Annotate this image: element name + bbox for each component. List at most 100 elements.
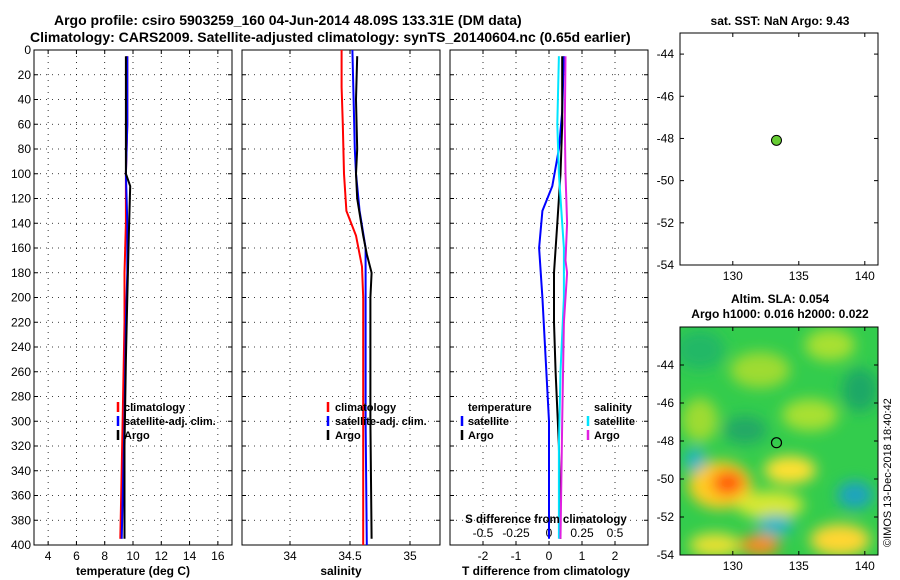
sst-map-frame: [679, 32, 879, 266]
y-tick-label: 160: [11, 241, 31, 255]
x-tick-label: 130: [723, 559, 743, 573]
y-tick-label: -50: [657, 472, 675, 486]
legend-s-argo-label: Argo: [594, 430, 620, 442]
legend-salinity-title: salinity: [594, 402, 633, 414]
argo-position-marker: [770, 134, 782, 146]
legend-argo-label: Argo: [124, 430, 150, 442]
series-line-satellite-adj-clim-: [351, 49, 368, 546]
x-tick-label: 140: [855, 559, 875, 573]
imos-watermark: ©IMOS 13-Dec-2018 18:40:42: [882, 398, 894, 547]
y-tick-label: 0: [24, 43, 31, 57]
x-tick-label: 10: [126, 549, 140, 563]
x-tick-label: 12: [155, 549, 169, 563]
salinity-chart: 34 34.5 35: [242, 49, 440, 563]
sst-map-title: sat. SST: NaN Argo: 9.43: [711, 14, 850, 28]
x-tick-label: 35: [403, 549, 417, 563]
y-tick-label: 140: [11, 216, 31, 230]
y-tick-label: -46: [657, 396, 675, 410]
sla-patch: [682, 398, 718, 442]
y-tick-label: 260: [11, 365, 31, 379]
y-tick-label: 200: [11, 291, 31, 305]
y-tick-label: 380: [11, 513, 31, 527]
series-line-climatology: [340, 50, 365, 545]
x-tick-label: 135: [789, 269, 809, 283]
sla-patch: [757, 515, 793, 535]
y-tick-label: -52: [657, 216, 675, 230]
y-tick-label: 100: [11, 167, 31, 181]
y-tick-label: -48: [657, 434, 675, 448]
y-tick-label: 40: [18, 93, 32, 107]
x-tick-label: 34: [283, 549, 297, 563]
temperature-xlabel: temperature (deg C): [76, 564, 190, 578]
y-tick-label: 60: [18, 117, 32, 131]
x-tick-label: 16: [211, 549, 225, 563]
x-tick-label: 2: [612, 549, 619, 563]
y-tick-label: -44: [657, 358, 675, 372]
y-tick-label: 240: [11, 340, 31, 354]
y-tick-label: 320: [11, 439, 31, 453]
temperature-chart: 4 6 8 10 12 14 1602040608010012014016018020022…: [11, 43, 232, 563]
difference-xlabel: T difference from climatology: [462, 564, 630, 578]
y-tick-label: -44: [657, 47, 675, 61]
sla-map-title-line1: Altim. SLA: 0.054: [731, 292, 829, 306]
series-line-s-satellite: [556, 56, 565, 539]
sla-patch: [730, 352, 790, 388]
y-tick-label: 280: [11, 390, 31, 404]
y-tick-label: 120: [11, 192, 31, 206]
sla-map-title-line2: Argo h1000: 0.016 h2000: 0.022: [691, 307, 869, 321]
sla-patch: [736, 491, 804, 519]
y-tick-label: 220: [11, 315, 31, 329]
series-line-s-argo: [559, 56, 569, 539]
x-tick-label: 1: [579, 549, 586, 563]
legend-t-satellite-label: satellite: [468, 416, 509, 428]
difference-chart: -2 -1 0 1 2-0.5 -0.25 0 0.25 0.5: [450, 49, 648, 563]
temperature-legend: climatology satellite-adj. clim. Argo: [116, 402, 216, 442]
difference-xlabel-salinity: S difference from climatology: [465, 514, 627, 526]
y-tick-label: 400: [11, 538, 31, 552]
sla-patch: [723, 416, 767, 444]
sla-patch: [680, 330, 725, 370]
sst-map: 130 135 140 -44 -46 -48 -50 -52 -54: [657, 33, 878, 283]
x-tick-label-salinity: 0.5: [607, 526, 624, 540]
series-line-argo: [123, 56, 132, 539]
x-tick-label-salinity: 0.25: [570, 526, 594, 540]
x-tick-label: 130: [723, 269, 743, 283]
x-tick-label: -1: [511, 549, 522, 563]
x-tick-label-salinity: -0.5: [473, 526, 494, 540]
sla-patch: [837, 481, 873, 509]
y-tick-label: -48: [657, 131, 675, 145]
y-tick-label: 180: [11, 266, 31, 280]
x-tick-label: 140: [855, 269, 875, 283]
x-tick-label: 0: [546, 549, 553, 563]
y-tick-label: -52: [657, 510, 675, 524]
legend-temperature-title: temperature: [468, 402, 532, 414]
y-tick-label: 20: [18, 68, 32, 82]
y-tick-label: 300: [11, 414, 31, 428]
legend-climatology-label: climatology: [335, 402, 397, 414]
y-tick-label: -54: [657, 548, 675, 562]
sla-field: [680, 329, 878, 555]
salinity-legend: climatology satellite-adj. clim. Argo: [326, 402, 427, 442]
sla-patch: [740, 535, 780, 555]
figure-title-line1: Argo profile: csiro 5903259_160 04-Jun-2…: [54, 12, 522, 28]
x-tick-label: 14: [183, 549, 197, 563]
x-tick-label: 4: [45, 549, 52, 563]
series-line-t-argo: [553, 56, 564, 539]
y-tick-label: 360: [11, 489, 31, 503]
y-tick-label: 340: [11, 464, 31, 478]
sla-patch: [842, 368, 878, 412]
figure-title-line2: Climatology: CARS2009. Satellite-adjuste…: [30, 29, 631, 45]
x-tick-label-salinity: -0.25: [502, 526, 530, 540]
x-tick-label: 135: [789, 559, 809, 573]
x-tick-label: 6: [73, 549, 80, 563]
series-line-t-satellite: [538, 56, 565, 539]
sla-map: 130 135 140 -44 -46 -48 -50 -52 -54: [657, 327, 878, 573]
legend-t-argo-label: Argo: [468, 430, 494, 442]
y-tick-label: 80: [18, 142, 32, 156]
y-tick-label: -50: [657, 174, 675, 188]
sla-heatmap: [680, 327, 878, 555]
legend-satellite-label: satellite-adj. clim.: [335, 416, 427, 428]
legend-climatology-label: climatology: [124, 402, 186, 414]
difference-legend: temperature satellite Argo salinity sate…: [460, 402, 635, 442]
